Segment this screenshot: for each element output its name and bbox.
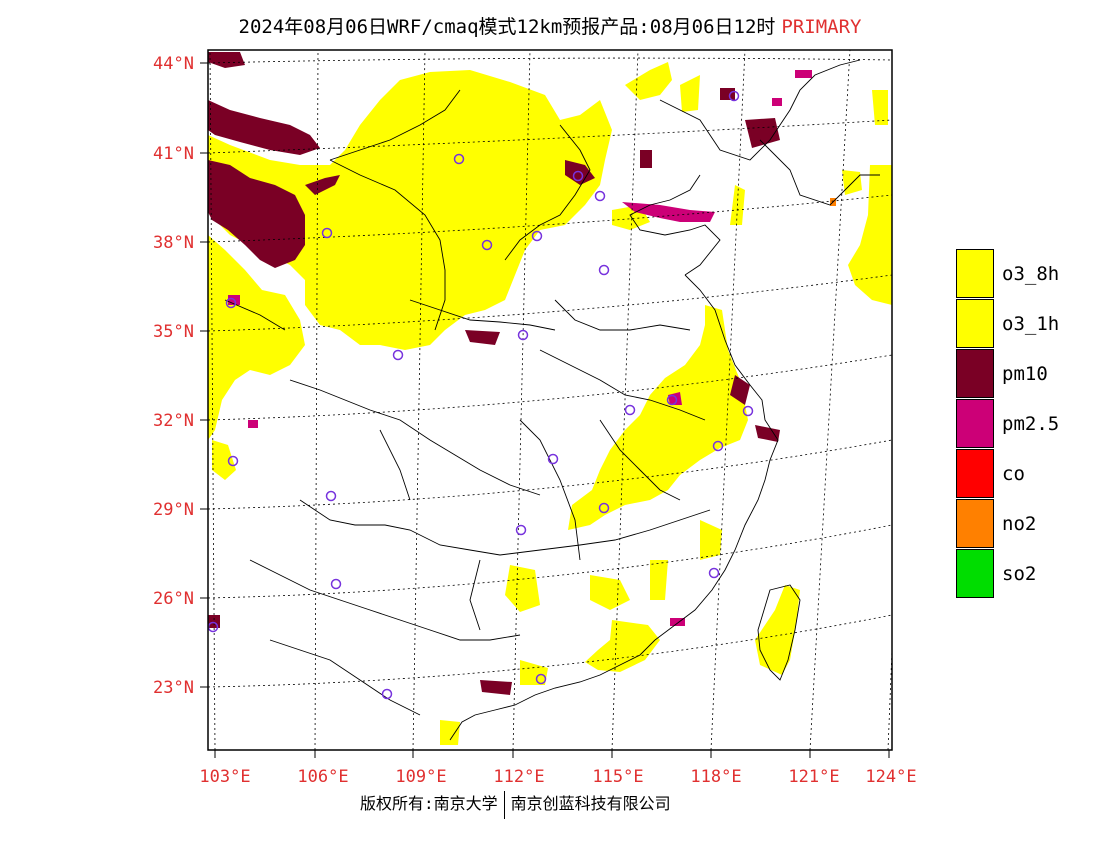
lon-label: 103°E [199, 767, 250, 787]
latitude-lines [208, 57, 892, 688]
legend-swatch [956, 499, 994, 548]
lat-label: 29°N [153, 500, 194, 520]
lat-label: 23°N [153, 678, 194, 698]
lon-label: 115°E [592, 767, 643, 787]
lon-label: 124°E [865, 767, 916, 787]
footer-right: 南京创蓝科技有限公司 [510, 794, 671, 813]
lon-label: 112°E [493, 767, 544, 787]
lon-label: 109°E [395, 767, 446, 787]
o3-regions [208, 62, 892, 745]
pm10-regions [208, 52, 780, 695]
lat-label: 41°N [153, 144, 194, 164]
lat-label: 35°N [153, 322, 194, 342]
legend-swatch [956, 249, 994, 298]
title-tag: PRIMARY [781, 16, 862, 38]
boundaries [224, 59, 880, 741]
lat-label: 38°N [153, 233, 194, 253]
legend-label: no2 [1002, 513, 1037, 535]
legend-swatch [956, 399, 994, 448]
lon-label: 118°E [690, 767, 741, 787]
footer-left: 版权所有:南京大学 [360, 794, 498, 813]
legend-swatch [956, 449, 994, 498]
title-text: 2024年08月06日WRF/cmaq模式12km预报产品:08月06日12时 [238, 16, 776, 38]
legend-label: o3_8h [1002, 263, 1060, 285]
longitude-lines [209, 50, 892, 750]
city-markers [208, 90, 754, 700]
map-title: 2024年08月06日WRF/cmaq模式12km预报产品:08月06日12时 P… [0, 12, 1100, 39]
legend-label: co [1002, 463, 1025, 485]
lon-label: 106°E [297, 767, 348, 787]
lat-label: 44°N [153, 54, 194, 74]
lat-label: 32°N [153, 411, 194, 431]
copyright-footer: 版权所有:南京大学 南京创蓝科技有限公司 [360, 790, 671, 819]
tick-marks [200, 62, 890, 758]
legend-label: so2 [1002, 563, 1037, 585]
legend-label: pm2.5 [1002, 413, 1060, 435]
legend-swatch [956, 549, 994, 598]
legend-swatch [956, 299, 994, 348]
map-frame [207, 49, 893, 751]
footer-separator [503, 790, 505, 819]
lat-label: 26°N [153, 589, 194, 609]
legend-swatch [956, 349, 994, 398]
legend-label: o3_1h [1002, 313, 1060, 335]
legend-label: pm10 [1002, 363, 1048, 385]
lon-label: 121°E [788, 767, 839, 787]
